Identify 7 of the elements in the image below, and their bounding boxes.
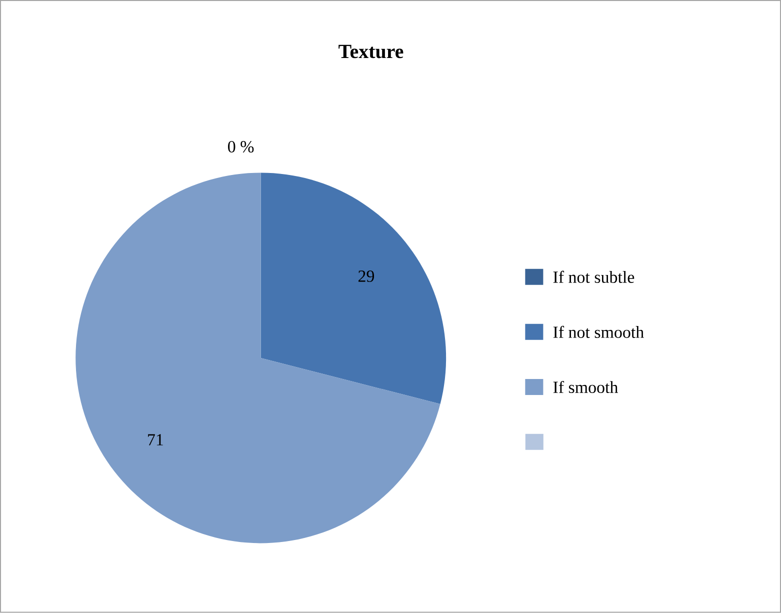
legend-label: If not subtle xyxy=(553,270,634,284)
data-label: 29 xyxy=(358,270,374,282)
legend-label: If smooth xyxy=(553,381,618,394)
data-label: 71 xyxy=(148,434,163,446)
chart-title: Texture xyxy=(338,45,404,58)
text: 0 % xyxy=(228,141,254,153)
legend-label: If not smooth xyxy=(553,326,644,338)
